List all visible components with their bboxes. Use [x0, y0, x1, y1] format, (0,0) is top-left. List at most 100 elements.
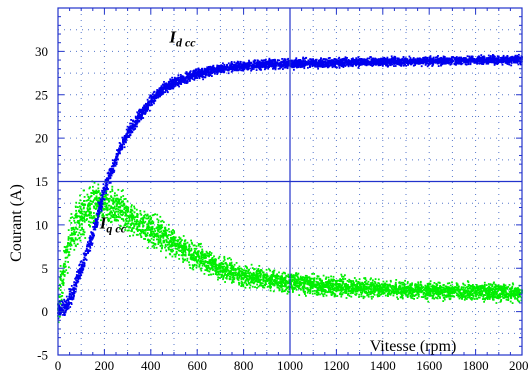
data-point [341, 277, 344, 280]
data-point [411, 297, 414, 300]
data-point [201, 264, 204, 267]
data-point [205, 264, 208, 267]
data-point [429, 280, 432, 283]
data-point [170, 240, 173, 243]
data-point [113, 162, 115, 165]
data-point [485, 284, 488, 286]
data-point [386, 294, 389, 297]
data-point [139, 219, 142, 222]
data-point [438, 281, 441, 284]
data-point [142, 216, 145, 219]
data-point [192, 256, 195, 259]
data-point [211, 267, 214, 270]
data-point [222, 278, 224, 281]
data-point [483, 298, 486, 301]
data-point [97, 200, 100, 203]
data-point [449, 294, 451, 297]
data-point [176, 248, 179, 250]
data-point [211, 260, 214, 263]
data-point [408, 287, 411, 290]
data-point [432, 296, 434, 298]
data-point [226, 267, 229, 270]
data-point [413, 298, 415, 300]
data-point [378, 291, 381, 293]
data-point [382, 285, 384, 288]
data-point [246, 277, 248, 280]
data-point [352, 292, 354, 294]
data-point [383, 284, 385, 286]
data-point [366, 58, 368, 61]
data-point [131, 229, 133, 231]
data-point [293, 284, 296, 287]
data-point [159, 215, 162, 218]
data-point [229, 267, 232, 270]
data-point [124, 198, 127, 200]
data-point [301, 281, 304, 284]
data-point [248, 272, 250, 275]
data-point [73, 230, 75, 233]
data-point [191, 264, 194, 266]
data-point [383, 285, 386, 288]
data-point [507, 296, 509, 298]
data-point [236, 277, 239, 280]
data-point [502, 297, 505, 299]
data-point [299, 283, 301, 286]
data-point [449, 63, 452, 66]
data-point [151, 233, 153, 235]
data-point [306, 283, 308, 285]
data-point [260, 278, 262, 281]
data-point [401, 292, 404, 294]
data-point [84, 237, 87, 239]
data-point [394, 288, 397, 291]
data-point [350, 282, 353, 284]
data-point [318, 289, 321, 292]
data-point [221, 266, 224, 268]
data-point [78, 209, 80, 212]
data-point [506, 288, 508, 290]
data-point [222, 275, 225, 278]
data-point [138, 229, 140, 231]
data-point [507, 295, 510, 297]
data-point [144, 220, 147, 223]
data-point [360, 295, 363, 298]
data-point [432, 287, 435, 290]
data-point [433, 285, 436, 288]
data-point [154, 95, 157, 98]
data-point [93, 198, 96, 200]
data-point [180, 240, 182, 243]
data-point [270, 282, 273, 285]
data-point [229, 271, 232, 274]
data-point [463, 298, 466, 301]
data-point [168, 241, 171, 243]
data-point [401, 295, 404, 298]
data-point [341, 275, 343, 278]
data-point [374, 287, 376, 289]
data-point [399, 287, 401, 290]
data-point [205, 268, 208, 270]
data-point [167, 241, 170, 244]
data-point [310, 284, 312, 286]
data-point [351, 284, 353, 287]
data-point [93, 212, 95, 214]
data-point [281, 290, 283, 293]
data-point [156, 238, 158, 241]
data-point [79, 207, 82, 210]
data-point [501, 293, 504, 296]
data-point [117, 201, 119, 203]
data-point [418, 287, 420, 290]
data-point [225, 261, 227, 264]
data-point [356, 290, 359, 292]
data-point [362, 285, 365, 287]
data-point [277, 284, 279, 286]
data-point [264, 282, 267, 284]
data-point [493, 286, 496, 289]
data-point [245, 265, 248, 268]
data-point [79, 239, 82, 242]
data-point [290, 283, 292, 285]
data-point [435, 283, 438, 285]
data-point [183, 259, 186, 262]
data-point [339, 286, 342, 288]
data-point [284, 279, 286, 281]
data-point [181, 239, 183, 241]
data-point [77, 222, 80, 224]
